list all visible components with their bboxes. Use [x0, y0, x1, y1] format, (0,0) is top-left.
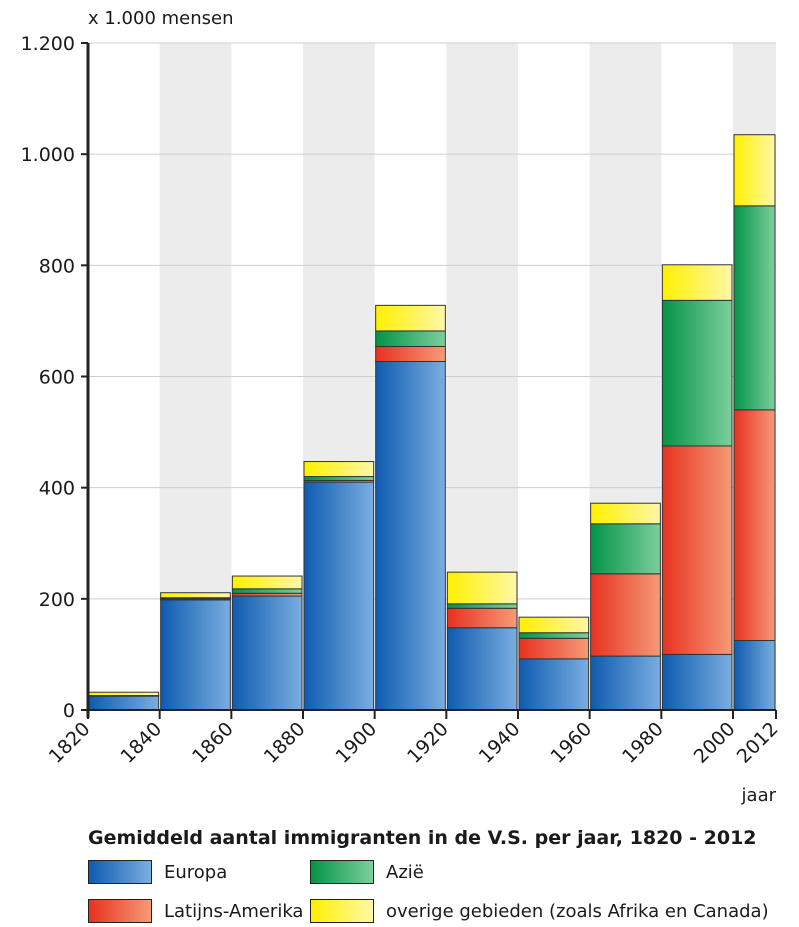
legend-item-europa: Europa: [88, 858, 227, 886]
legend-swatch-latijns-amerika: [88, 899, 152, 923]
chart: 0 200 400 600 800 1.000 1.200 1820 1840 1860 1880 1…: [21, 8, 783, 806]
x-tick-label: 1980: [618, 718, 668, 768]
bar-overig: [160, 592, 231, 599]
y-tick-label: 1.200: [21, 33, 75, 55]
x-tick-label: 1960: [546, 718, 596, 768]
bar-overig: [375, 304, 446, 332]
bar-latijns: [590, 573, 661, 657]
bar-europa: [375, 360, 446, 711]
x-tick-label: 1940: [475, 718, 525, 768]
x-axis-label: jaar: [741, 785, 777, 806]
bar-overig: [446, 571, 518, 605]
bar-europa: [88, 695, 160, 711]
bar-overig: [590, 502, 661, 525]
legend-swatch-overige: [310, 899, 374, 923]
bar-europa: [518, 658, 590, 711]
y-tick-label: 600: [39, 367, 75, 389]
y-tick-label: 0: [63, 700, 75, 722]
bar-latijns: [733, 409, 776, 642]
bar-overig: [303, 461, 375, 478]
x-tick-label: 1840: [116, 718, 166, 768]
bar-latijns: [518, 637, 590, 660]
bar-latijns: [661, 445, 733, 655]
x-tick-label: 1820: [45, 718, 95, 768]
bar-latijns: [446, 607, 518, 629]
x-tick-label: 2012: [733, 718, 783, 768]
bar-overig: [661, 264, 733, 301]
bar-overig: [88, 691, 160, 697]
bar-azie: [518, 632, 590, 639]
bar-europa: [160, 599, 231, 711]
bar-azie: [375, 330, 446, 347]
bar-europa: [231, 595, 303, 711]
bar-europa: [733, 640, 776, 711]
legend-label-overige: overige gebieden (zoals Afrika en Canada…: [386, 900, 769, 922]
legend-label-azie: Azië: [386, 861, 424, 883]
bar-overig: [231, 575, 303, 590]
x-tick-label: 1880: [260, 718, 310, 768]
x-tick-label: 1900: [331, 718, 381, 768]
y-tick-label: 400: [39, 478, 75, 500]
x-tick-label: 1860: [188, 718, 238, 768]
bar-azie: [446, 603, 518, 609]
legend-label-latijns-amerika: Latijns-Amerika: [164, 900, 304, 922]
legend-label-europa: Europa: [164, 861, 228, 883]
y-tick-label: 200: [39, 589, 75, 611]
bar-overig: [733, 134, 776, 207]
bar-azie: [231, 588, 303, 594]
y-axis-label: x 1.000 mensen: [88, 8, 234, 29]
x-tick-label: 2000: [690, 718, 740, 768]
bar-europa: [446, 627, 518, 711]
bar-azie: [303, 476, 375, 481]
bar-europa: [590, 655, 661, 711]
bar-europa: [661, 653, 733, 711]
bar-latijns: [375, 345, 446, 362]
legend-swatch-azie: [310, 860, 374, 884]
bar-overig: [518, 616, 590, 634]
y-tick-label: 1.000: [21, 144, 75, 166]
bar-azie: [590, 523, 661, 575]
legend-swatch-europa: [88, 860, 152, 884]
chart-title: Gemiddeld aantal immigranten in de V.S. …: [88, 827, 757, 849]
legend-item-azie: Azië: [310, 858, 424, 886]
bar-europa: [303, 481, 375, 711]
y-tick-label: 800: [39, 255, 75, 277]
x-tick-label: 1920: [403, 718, 453, 768]
bar-azie: [733, 205, 776, 411]
bar-azie: [661, 299, 733, 447]
legend-item-overige: overige gebieden (zoals Afrika en Canada…: [310, 897, 769, 925]
legend-item-latijns-amerika: Latijns-Amerika: [88, 897, 303, 925]
